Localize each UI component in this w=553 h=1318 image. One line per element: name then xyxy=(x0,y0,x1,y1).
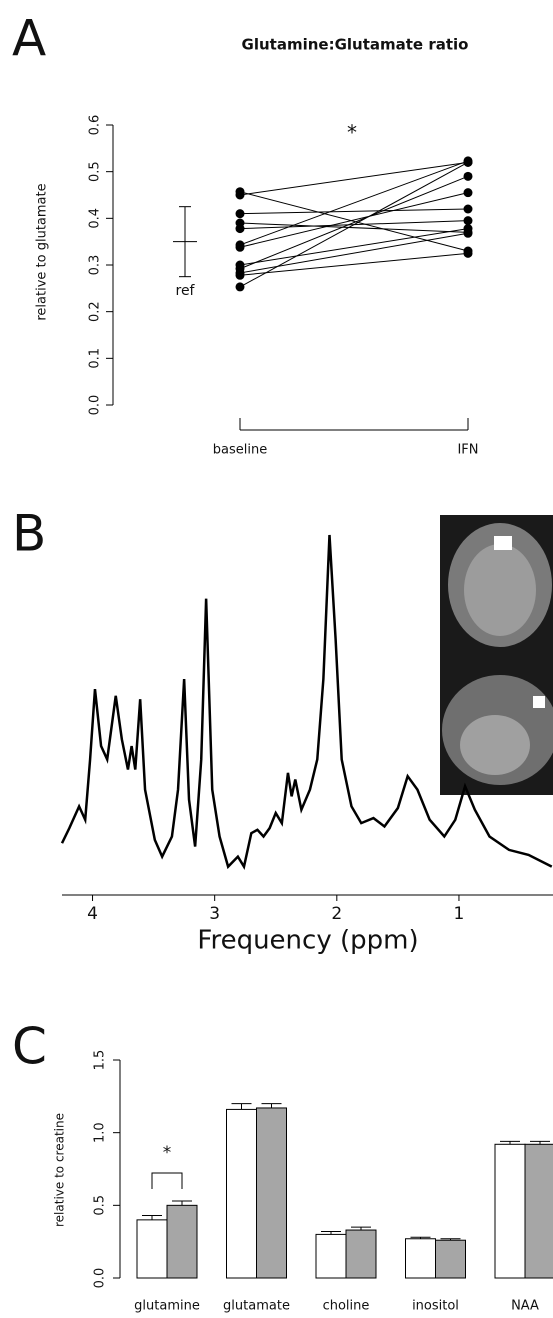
y-axis-label: relative to glutamate xyxy=(35,183,50,320)
error-bar xyxy=(262,1104,282,1108)
bar xyxy=(257,1108,287,1278)
y-tick-label: 0.2 xyxy=(88,301,103,322)
x-tick-label: glutamine xyxy=(134,1299,200,1314)
x-tick-label: 3 xyxy=(209,904,220,924)
x-tick-label: baseline xyxy=(213,443,267,458)
y-tick-label: 0.0 xyxy=(88,395,103,416)
error-bar xyxy=(232,1104,252,1110)
voxel-marker xyxy=(533,696,545,708)
bar xyxy=(316,1234,346,1278)
mri-sagittal-inner xyxy=(460,715,530,775)
y-tick-label: 1.5 xyxy=(93,1050,108,1071)
voxel-marker xyxy=(494,536,512,550)
bar xyxy=(436,1240,466,1278)
point xyxy=(236,243,245,252)
bar xyxy=(406,1239,436,1278)
point xyxy=(464,172,473,181)
point xyxy=(236,191,245,200)
pair-line xyxy=(240,229,468,265)
error-bar xyxy=(142,1216,162,1220)
pair-line xyxy=(240,253,468,275)
mri-inset xyxy=(440,515,553,795)
bar xyxy=(525,1144,553,1278)
y-tick-label: 0.5 xyxy=(93,1195,108,1216)
point xyxy=(236,271,245,280)
error-bar xyxy=(172,1201,192,1205)
y-tick-label: 1.0 xyxy=(93,1122,108,1143)
x-axis-label: Frequency (ppm) xyxy=(197,926,418,956)
bar xyxy=(495,1144,525,1278)
point xyxy=(464,216,473,225)
bar xyxy=(346,1230,376,1278)
x-tick-label: choline xyxy=(323,1299,370,1314)
x-tick-label: NAA xyxy=(511,1299,539,1314)
y-axis-label: relative to creatine xyxy=(53,1113,67,1227)
ref-label: ref xyxy=(176,283,196,299)
point xyxy=(236,224,245,233)
y-tick-label: 0.4 xyxy=(88,208,103,229)
figure: A Glutamine:Glutamate ratio relative to gl… xyxy=(0,0,553,1318)
point xyxy=(236,282,245,291)
mri-axial-inner xyxy=(464,544,536,636)
chart-title: Glutamine:Glutamate ratio xyxy=(242,36,469,54)
x-tick-label: 1 xyxy=(454,904,465,924)
y-tick-label: 0.5 xyxy=(88,161,103,182)
point xyxy=(464,205,473,214)
bar xyxy=(167,1205,197,1278)
point xyxy=(236,209,245,218)
point xyxy=(464,229,473,238)
x-tick-label: glutamate xyxy=(223,1299,290,1314)
x-tick-label: inositol xyxy=(412,1299,459,1314)
bar xyxy=(227,1109,257,1278)
x-tick-label: IFN xyxy=(457,443,478,458)
y-tick-label: 0.0 xyxy=(93,1268,108,1289)
point xyxy=(464,188,473,197)
panel-label: A xyxy=(12,10,46,68)
pair-line xyxy=(240,161,468,245)
y-tick-label: 0.6 xyxy=(88,115,103,136)
panel-label: C xyxy=(12,1018,47,1076)
panel-label: B xyxy=(12,505,46,563)
annotation: * xyxy=(347,121,357,145)
x-tick-label: 2 xyxy=(331,904,342,924)
point xyxy=(464,249,473,258)
pair-line xyxy=(240,209,468,214)
bar xyxy=(137,1220,167,1278)
y-tick-label: 0.1 xyxy=(88,348,103,369)
point xyxy=(464,158,473,167)
annotation: * xyxy=(163,1143,172,1163)
significance-bracket xyxy=(152,1173,182,1189)
x-tick-label: 4 xyxy=(87,904,98,924)
y-tick-label: 0.3 xyxy=(88,255,103,276)
